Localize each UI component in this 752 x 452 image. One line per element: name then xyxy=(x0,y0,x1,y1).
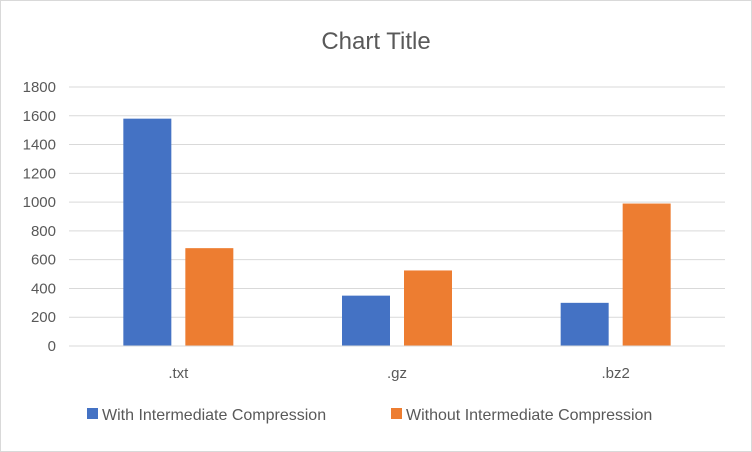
bar-with-bz2 xyxy=(560,302,609,346)
x-tick-label: .bz2 xyxy=(601,365,629,382)
bar-without-gz xyxy=(404,270,452,346)
y-tick-label: 800 xyxy=(31,223,56,240)
bar-with-gz xyxy=(342,295,390,346)
y-tick-label: 600 xyxy=(31,252,56,269)
y-tick-label: 1200 xyxy=(23,165,56,182)
y-tick-label: 1400 xyxy=(23,137,56,154)
bar-without-txt xyxy=(185,248,234,346)
legend-swatch xyxy=(87,408,98,419)
y-tick-label: 400 xyxy=(31,280,56,297)
x-tick-label: .gz xyxy=(387,365,407,382)
x-axis-ticks: .txt .gz .bz2 xyxy=(168,365,630,382)
y-axis-ticks: 0 200 400 600 800 1000 1200 1400 1600 1800 xyxy=(23,79,56,355)
legend-swatch xyxy=(391,408,402,419)
y-tick-label: 0 xyxy=(48,338,56,355)
y-tick-label: 1800 xyxy=(23,79,56,96)
legend: With Intermediate Compression Without Int… xyxy=(87,407,652,424)
x-tick-label: .txt xyxy=(168,365,189,382)
bars xyxy=(123,118,671,347)
bar-without-bz2 xyxy=(622,203,671,346)
gridlines xyxy=(69,86,725,318)
chart-title: Chart Title xyxy=(321,28,430,55)
legend-label: Without Intermediate Compression xyxy=(406,407,652,424)
legend-label: With Intermediate Compression xyxy=(102,407,326,424)
y-tick-label: 1000 xyxy=(23,194,56,211)
y-tick-label: 1600 xyxy=(23,108,56,125)
y-tick-label: 200 xyxy=(31,309,56,326)
bar-with-txt xyxy=(123,118,172,347)
